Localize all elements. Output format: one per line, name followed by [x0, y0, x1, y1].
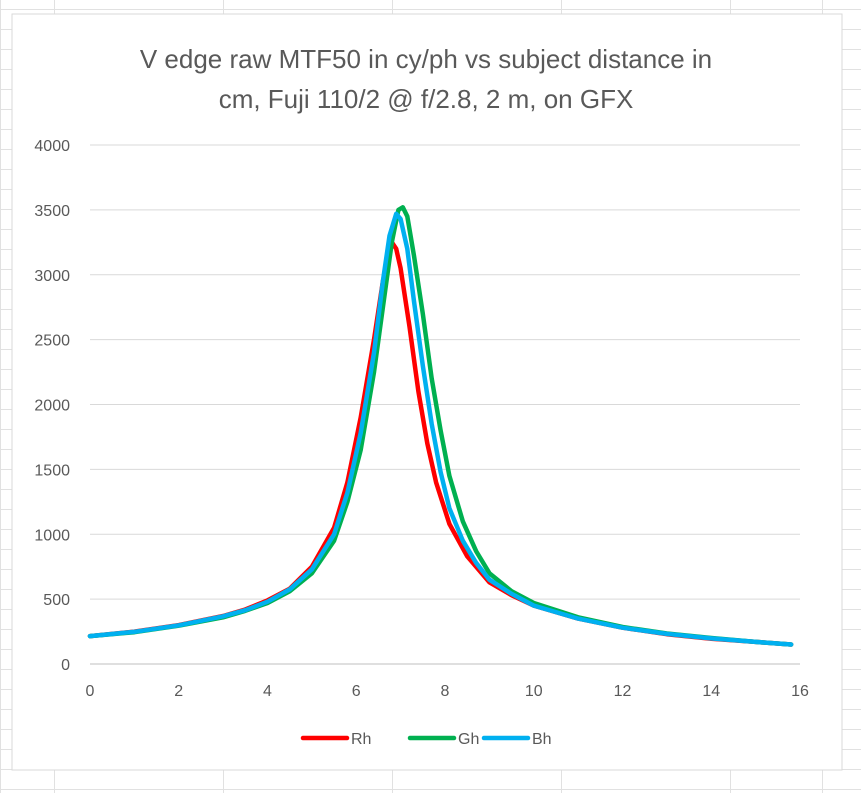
x-axis-tick-labels: 0 2 4 6 8 10 12 14 16: [86, 683, 809, 700]
y-tick-label: 1500: [34, 462, 70, 479]
plot-gridlines: [90, 144, 800, 665]
y-tick-label: 2000: [34, 398, 70, 415]
x-tick-label: 16: [791, 683, 809, 700]
legend-label-bh: Bh: [532, 731, 552, 748]
chart-title-line-1: V edge raw MTF50 in cy/ph vs subject dis…: [140, 44, 712, 74]
y-tick-label: 500: [43, 592, 70, 609]
x-tick-label: 8: [441, 683, 450, 700]
series-line-bh: [87, 211, 794, 647]
y-tick-label: 1000: [34, 527, 70, 544]
x-tick-label: 12: [614, 683, 632, 700]
legend-label-rh: Rh: [351, 731, 371, 748]
chart-title-line-2: cm, Fuji 110/2 @ f/2.8, 2 m, on GFX: [219, 84, 634, 114]
y-tick-label: 4000: [34, 138, 70, 155]
legend: Rh Gh Bh: [300, 731, 552, 748]
y-tick-label: 0: [61, 657, 70, 674]
x-tick-label: 0: [86, 683, 95, 700]
x-tick-label: 2: [174, 683, 183, 700]
y-tick-label: 2500: [34, 333, 70, 350]
y-tick-label: 3500: [34, 203, 70, 220]
x-tick-label: 6: [352, 683, 361, 700]
x-tick-label: 14: [702, 683, 720, 700]
legend-label-gh: Gh: [458, 731, 479, 748]
y-axis-tick-labels: 0 500 1000 1500 2000 2500 3000 3500 4000: [34, 138, 70, 674]
x-tick-label: 4: [263, 683, 272, 700]
y-tick-label: 3000: [34, 268, 70, 285]
series-lines: [87, 205, 794, 647]
x-tick-label: 10: [525, 683, 543, 700]
